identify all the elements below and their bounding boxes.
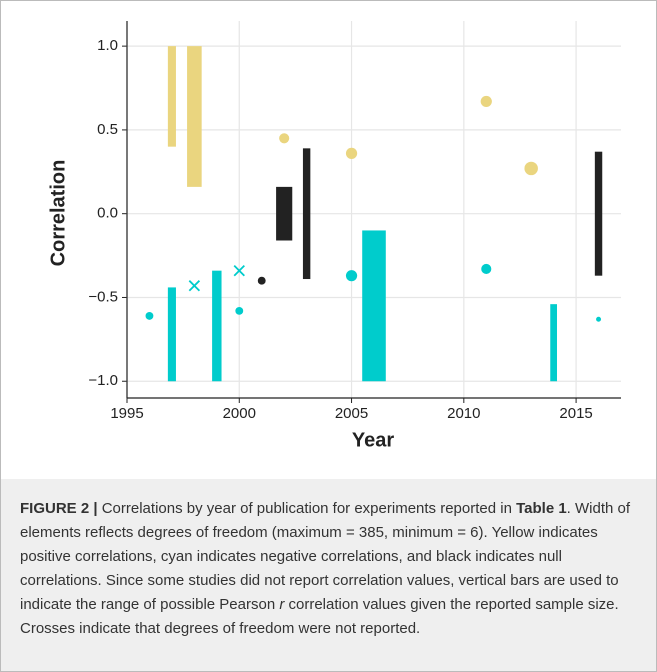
- x-tick-label: 2015: [559, 405, 592, 422]
- range-bar: [212, 270, 222, 382]
- point: [524, 161, 538, 176]
- y-tick-label: −1.0: [88, 372, 118, 389]
- caption-ref: Table 1: [516, 500, 567, 517]
- point: [345, 270, 358, 282]
- range-bar: [362, 230, 386, 382]
- caption-label: FIGURE 2 |: [20, 500, 98, 517]
- range-bar: [550, 304, 558, 382]
- caption-text: Correlations by year of publication for …: [97, 500, 517, 517]
- x-tick-label: 2005: [335, 405, 368, 422]
- point: [596, 316, 602, 322]
- range-bar: [187, 46, 202, 187]
- y-tick-label: −0.5: [88, 288, 118, 305]
- point: [257, 276, 266, 285]
- range-bar: [594, 151, 603, 276]
- y-tick-label: 0.5: [97, 121, 118, 138]
- x-axis-title: Year: [352, 429, 394, 451]
- x-tick-label: 2000: [223, 405, 256, 422]
- range-bar: [167, 287, 176, 382]
- y-tick-label: 0.0: [97, 205, 118, 222]
- range-bar: [276, 186, 293, 241]
- cross: [188, 280, 201, 292]
- y-axis-title: Correlation: [47, 160, 69, 267]
- range-bar: [167, 46, 176, 147]
- point: [481, 263, 492, 275]
- caption: FIGURE 2 | Correlations by year of publi…: [1, 479, 656, 671]
- y-tick-label: 1.0: [97, 37, 118, 54]
- caption-text: correlation values given the reported sa…: [20, 596, 619, 637]
- x-tick-label: 1995: [110, 405, 143, 422]
- range-bar: [302, 148, 311, 280]
- point: [145, 311, 154, 320]
- chart: Year Correlation 1.0 0.5 0.0 −0.5 −1.0 1995 20…: [47, 21, 621, 451]
- point: [345, 147, 358, 159]
- point: [235, 306, 244, 315]
- cross: [233, 264, 245, 277]
- x-tick-label: 2010: [447, 405, 480, 422]
- caption-text: . Width of elements reflects degrees of …: [20, 500, 631, 613]
- point: [279, 133, 290, 144]
- point: [480, 95, 492, 108]
- caption-symbol: r: [279, 596, 285, 613]
